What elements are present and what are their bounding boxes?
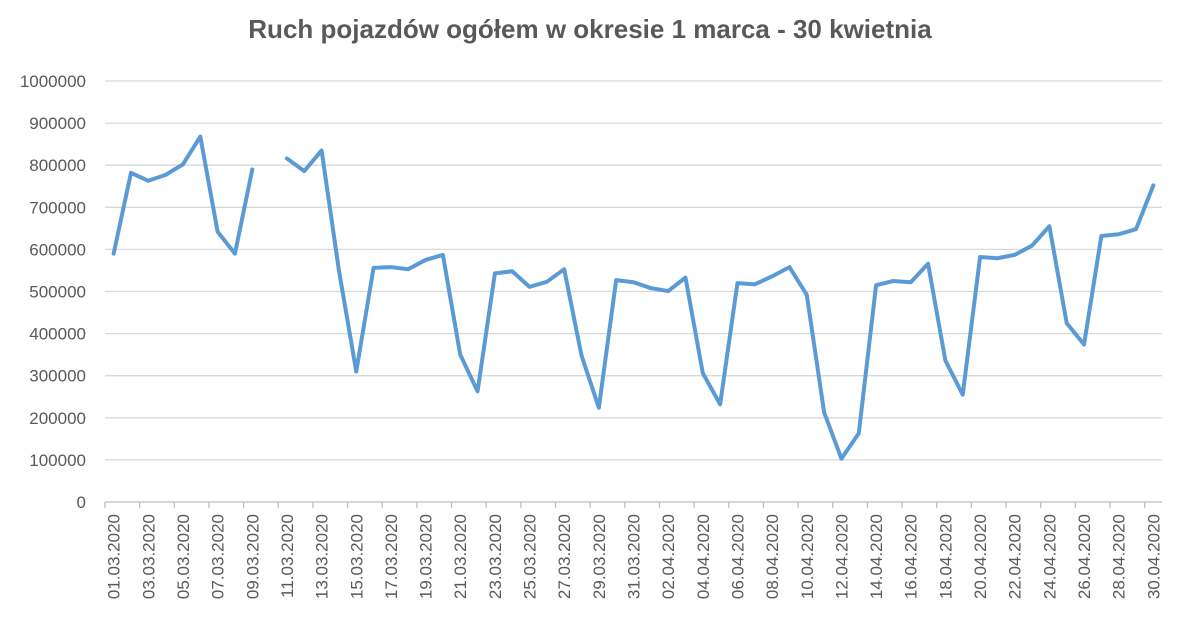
chart-title: Ruch pojazdów ogółem w okresie 1 marca -… xyxy=(248,14,932,44)
y-tick-label: 100000 xyxy=(29,451,86,470)
x-tick-label: 01.03.2020 xyxy=(105,514,124,599)
x-tick-label: 13.03.2020 xyxy=(313,514,332,599)
x-tick-label: 07.03.2020 xyxy=(209,514,228,599)
y-axis-labels: 0 100000 200000 300000 400000 500000 600000 700… xyxy=(20,72,86,512)
x-tick-label: 17.03.2020 xyxy=(382,514,401,599)
x-tick-label: 26.04.2020 xyxy=(1075,514,1094,599)
x-tick-label: 21.03.2020 xyxy=(451,514,470,599)
x-tick-label: 08.04.2020 xyxy=(763,514,782,599)
x-tick-label: 23.03.2020 xyxy=(486,514,505,599)
x-tick-label: 12.04.2020 xyxy=(832,514,851,599)
y-tick-label: 200000 xyxy=(29,409,86,428)
x-tick-label: 25.03.2020 xyxy=(521,514,540,599)
x-axis: 01.03.2020 03.03.2020 05.03.2020 07.03.2020… xyxy=(104,501,1163,599)
x-tick-label: 18.04.2020 xyxy=(936,514,955,599)
x-tick-label: 11.03.2020 xyxy=(278,514,297,598)
x-tick-label: 28.04.2020 xyxy=(1110,514,1129,599)
y-tick-label: 700000 xyxy=(29,198,86,217)
x-tick-label: 24.04.2020 xyxy=(1040,514,1059,599)
series-path xyxy=(111,134,1156,461)
y-tick-label: 0 xyxy=(77,493,86,512)
x-tick-label: 10.04.2020 xyxy=(798,514,817,599)
y-tick-label: 300000 xyxy=(29,367,86,386)
gridlines xyxy=(105,80,1162,461)
x-tick-label: 30.04.2020 xyxy=(1144,514,1163,599)
y-tick-label: 500000 xyxy=(29,283,86,302)
y-tick-label: 900000 xyxy=(29,114,86,133)
x-tick-label: 29.03.2020 xyxy=(590,514,609,599)
x-tick-label: 14.04.2020 xyxy=(867,514,886,599)
x-tick-label: 02.04.2020 xyxy=(659,514,678,599)
y-tick-label: 600000 xyxy=(29,240,86,259)
x-tick-label: 27.03.2020 xyxy=(555,514,574,599)
x-tick-label: 04.04.2020 xyxy=(694,514,713,599)
x-tick-label: 31.03.2020 xyxy=(625,514,644,599)
x-tick-label: 05.03.2020 xyxy=(174,514,193,599)
y-tick-label: 400000 xyxy=(29,325,86,344)
series-line xyxy=(111,134,1156,461)
x-tick-label: 06.04.2020 xyxy=(728,514,747,599)
x-tick-label: 19.03.2020 xyxy=(417,514,436,599)
x-tick-label: 22.04.2020 xyxy=(1006,514,1025,599)
x-tick-label: 03.03.2020 xyxy=(139,514,158,599)
x-tick-label: 09.03.2020 xyxy=(243,514,262,599)
y-tick-label: 1000000 xyxy=(20,72,86,91)
y-tick-label: 800000 xyxy=(29,156,86,175)
x-tick-label: 15.03.2020 xyxy=(347,514,366,599)
x-tick-label: 20.04.2020 xyxy=(971,514,990,599)
x-tick-label: 16.04.2020 xyxy=(902,514,921,599)
